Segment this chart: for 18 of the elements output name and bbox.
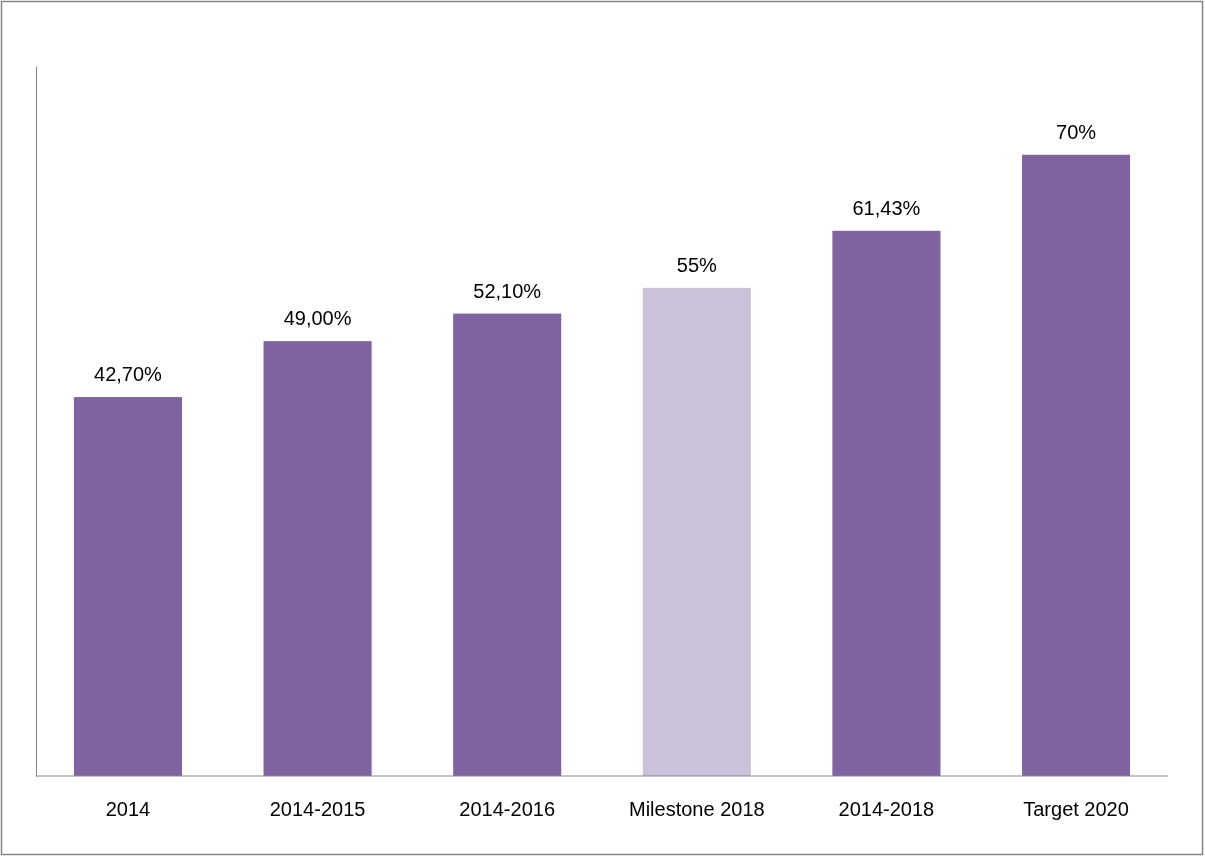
bar [73, 397, 182, 776]
x-tick-label: 2014-2016 [459, 798, 556, 821]
bar [453, 313, 562, 776]
data-label: 70% [1056, 120, 1097, 143]
bar [1022, 154, 1131, 776]
x-tick-label: Milestone 2018 [628, 798, 765, 821]
data-label: 61,43% [852, 196, 921, 219]
x-tick-label: 2014-2018 [838, 798, 935, 821]
data-label: 49,00% [283, 307, 352, 330]
data-label: 55% [676, 253, 718, 276]
x-tick-label: 2014 [105, 798, 151, 821]
bar [832, 230, 941, 776]
data-label: 52,10% [473, 279, 542, 302]
x-tick-label: Target 2020 [1023, 798, 1129, 821]
data-label: 42,70% [94, 363, 163, 386]
bar [263, 341, 372, 776]
bar [642, 287, 751, 776]
x-tick-label: 2014-2015 [269, 798, 366, 821]
